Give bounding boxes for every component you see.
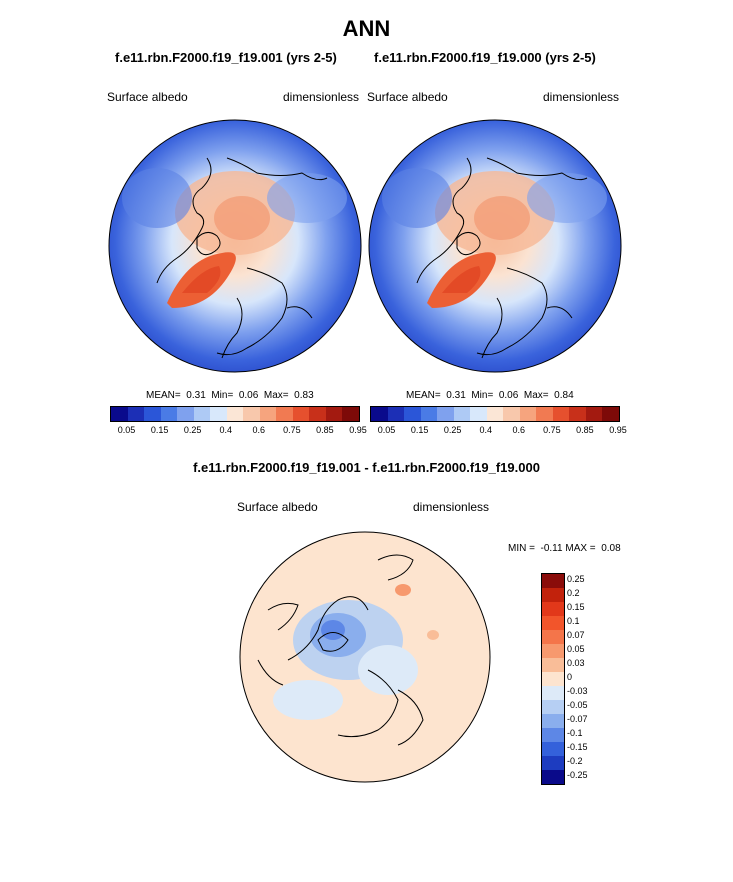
colorbar-swatch (542, 658, 564, 672)
colorbar-swatch (542, 602, 564, 616)
left-panel-case: f.e11.rbn.F2000.f19_f19.001 (yrs 2-5) (115, 50, 337, 65)
colorbar-swatch (177, 407, 194, 421)
colorbar-tick-label: 0.2 (567, 588, 580, 598)
colorbar-tick-label: 0.4 (479, 425, 492, 435)
colorbar-tick-label: 0.25 (183, 425, 202, 435)
left-stats: MEAN= 0.31 Min= 0.06 Max= 0.83 (146, 390, 314, 401)
right-polar-map (368, 119, 622, 373)
left-colorbar-labels: 0.05 0.15 0.25 0.4 0.6 0.75 0.85 0.95 (110, 425, 367, 437)
colorbar-swatch (371, 407, 388, 421)
colorbar-tick-label: 0.25 (443, 425, 462, 435)
colorbar-tick-label: 0 (567, 672, 573, 682)
colorbar-tick-label: 0.85 (576, 425, 594, 435)
colorbar-tick-label: 0.15 (150, 425, 169, 435)
colorbar-swatch (437, 407, 454, 421)
difference-colorbar-labels: 0.25 0.2 0.15 0.1 0.07 0.05 0.03 0 -0.03 -0.05 -0.… (567, 573, 607, 783)
colorbar-tick-label: -0.03 (567, 686, 588, 696)
right-stats: MEAN= 0.31 Min= 0.06 Max= 0.84 (406, 390, 574, 401)
colorbar-swatch (210, 407, 227, 421)
colorbar-swatch (542, 630, 564, 644)
colorbar-tick-label: 0.07 (567, 630, 585, 640)
colorbar-swatch (552, 407, 570, 421)
colorbar-swatch (486, 407, 504, 421)
left-colorbar (110, 406, 360, 422)
colorbar-tick-label: 0.85 (316, 425, 334, 435)
colorbar-swatch (519, 407, 537, 421)
colorbar-swatch (387, 407, 405, 421)
colorbar-tick-label: -0.05 (567, 700, 588, 710)
colorbar-swatch (542, 728, 564, 742)
colorbar-swatch (542, 700, 564, 714)
colorbar-swatch (569, 407, 586, 421)
colorbar-tick-label: -0.15 (567, 742, 588, 752)
colorbar-tick-label: 0.95 (609, 425, 627, 435)
colorbar-swatch (325, 407, 343, 421)
colorbar-swatch (404, 407, 421, 421)
colorbar-swatch (276, 407, 293, 421)
colorbar-swatch (542, 672, 564, 686)
colorbar-tick-label: 0.6 (512, 425, 526, 435)
colorbar-tick-label: 0.05 (377, 425, 396, 435)
colorbar-swatch (420, 407, 438, 421)
colorbar-tick-label: -0.1 (567, 728, 583, 738)
colorbar-swatch (542, 588, 564, 602)
colorbar-swatch (536, 407, 553, 421)
left-polar-map (108, 119, 362, 373)
diff-minmax: MIN = -0.11 MAX = 0.08 (508, 543, 621, 554)
colorbar-swatch (470, 407, 487, 421)
colorbar-swatch (503, 407, 520, 421)
colorbar-swatch (193, 407, 211, 421)
colorbar-swatch (542, 574, 564, 588)
colorbar-tick-label: -0.25 (567, 770, 588, 780)
colorbar-swatch (226, 407, 244, 421)
colorbar-swatch (342, 407, 359, 421)
difference-polar-map (239, 531, 491, 783)
colorbar-tick-label: 0.1 (567, 616, 580, 626)
colorbar-swatch (542, 756, 564, 770)
left-units-label: dimensionless (283, 90, 360, 104)
colorbar-tick-label: 0.05 (567, 644, 585, 654)
difference-title: f.e11.rbn.F2000.f19_f19.001 - f.e11.rbn.… (193, 460, 540, 475)
diff-variable-label: Surface albedo (237, 500, 318, 514)
colorbar-swatch (542, 686, 564, 700)
colorbar-swatch (602, 407, 619, 421)
colorbar-swatch (111, 407, 128, 421)
colorbar-swatch (243, 407, 260, 421)
colorbar-swatch (292, 407, 310, 421)
colorbar-swatch (127, 407, 145, 421)
colorbar-swatch (542, 644, 564, 658)
colorbar-swatch (309, 407, 326, 421)
colorbar-tick-label: 0.15 (410, 425, 429, 435)
figure-title: ANN (342, 16, 391, 41)
colorbar-swatch (542, 742, 564, 756)
colorbar-swatch (160, 407, 178, 421)
colorbar-tick-label: 0.75 (543, 425, 561, 435)
colorbar-swatch (259, 407, 277, 421)
colorbar-tick-label: 0.4 (219, 425, 232, 435)
diff-units-label: dimensionless (413, 500, 490, 514)
colorbar-tick-label: 0.95 (349, 425, 367, 435)
right-colorbar-labels: 0.05 0.15 0.25 0.4 0.6 0.75 0.85 0.95 (370, 425, 627, 437)
colorbar-swatch (542, 770, 564, 784)
left-variable-label: Surface albedo (107, 90, 188, 104)
colorbar-tick-label: 0.03 (567, 658, 585, 668)
colorbar-tick-label: 0.15 (567, 602, 585, 612)
difference-colorbar (541, 573, 565, 785)
colorbar-tick-label: 0.75 (283, 425, 301, 435)
colorbar-tick-label: 0.25 (567, 574, 585, 584)
colorbar-swatch (585, 407, 603, 421)
colorbar-swatch (542, 714, 564, 728)
colorbar-tick-label: -0.07 (567, 714, 588, 724)
right-panel-case: f.e11.rbn.F2000.f19_f19.000 (yrs 2-5) (374, 50, 596, 65)
right-units-label: dimensionless (543, 90, 620, 104)
right-variable-label: Surface albedo (367, 90, 448, 104)
colorbar-tick-label: 0.6 (252, 425, 266, 435)
colorbar-tick-label: -0.2 (567, 756, 583, 766)
colorbar-tick-label: 0.05 (117, 425, 136, 435)
right-colorbar (370, 406, 620, 422)
colorbar-swatch (144, 407, 161, 421)
colorbar-swatch (542, 616, 564, 630)
colorbar-swatch (453, 407, 471, 421)
